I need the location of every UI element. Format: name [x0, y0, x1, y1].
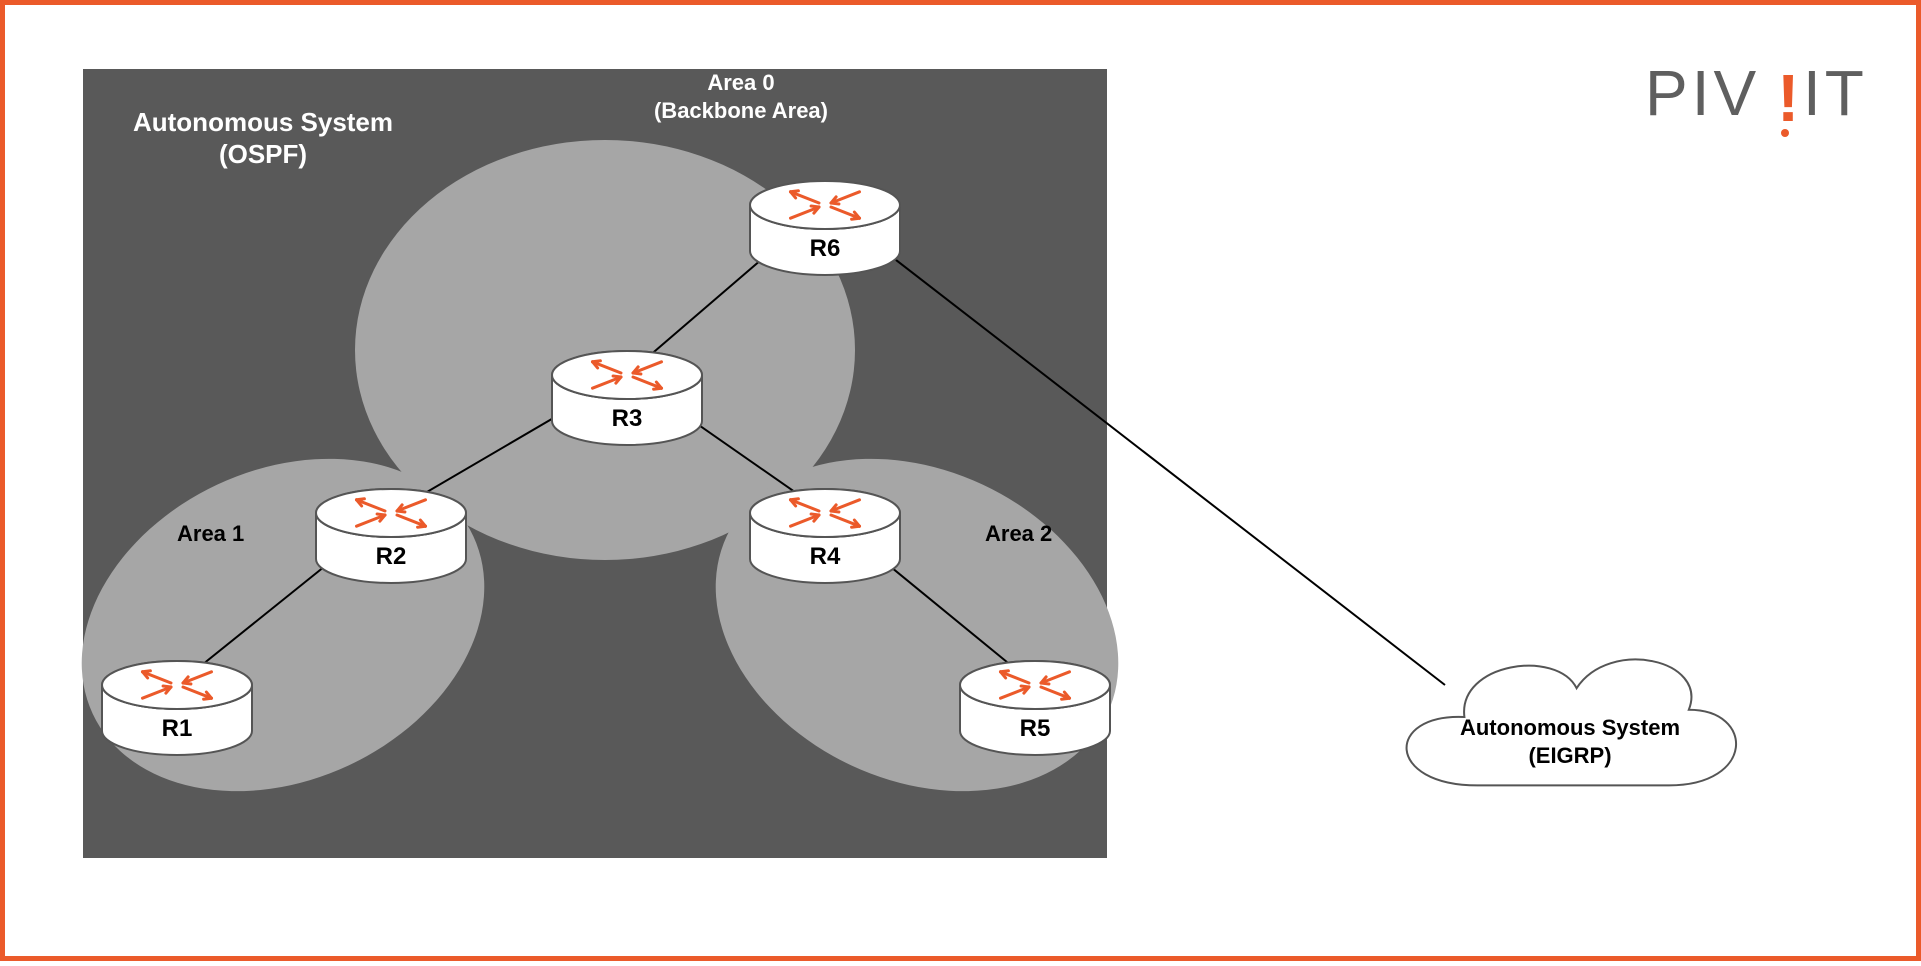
router-R6: R6: [750, 181, 900, 275]
router-label-R6: R6: [810, 235, 841, 262]
svg-text:PIV: PIV: [1645, 57, 1760, 129]
router-label-R1: R1: [162, 715, 193, 742]
area0-label1: Area 0: [707, 70, 774, 95]
svg-text:!: !: [1777, 61, 1799, 136]
area0-label2: (Backbone Area): [654, 98, 828, 123]
area1-label: Area 1: [177, 521, 244, 546]
as-title1: Autonomous System: [133, 107, 393, 137]
logo: PIV!IT: [1645, 57, 1868, 137]
area2-label: Area 2: [985, 521, 1052, 546]
cloud-label2: (EIGRP): [1528, 743, 1611, 768]
as-title2: (OSPF): [219, 139, 307, 169]
diagram-stage: Area 0 (Backbone Area) Area 1 Area 2 Autonom…: [5, 5, 1916, 956]
frame: Area 0 (Backbone Area) Area 1 Area 2 Autonom…: [0, 0, 1921, 961]
router-R2: R2: [316, 489, 466, 583]
router-label-R2: R2: [376, 543, 407, 570]
router-label-R3: R3: [612, 405, 643, 432]
router-label-R4: R4: [810, 543, 841, 570]
svg-text:IT: IT: [1803, 57, 1868, 129]
router-R1: R1: [102, 661, 252, 755]
router-R3: R3: [552, 351, 702, 445]
router-R4: R4: [750, 489, 900, 583]
cloud-label1: Autonomous System: [1460, 715, 1680, 740]
router-R5: R5: [960, 661, 1110, 755]
router-label-R5: R5: [1020, 715, 1051, 742]
